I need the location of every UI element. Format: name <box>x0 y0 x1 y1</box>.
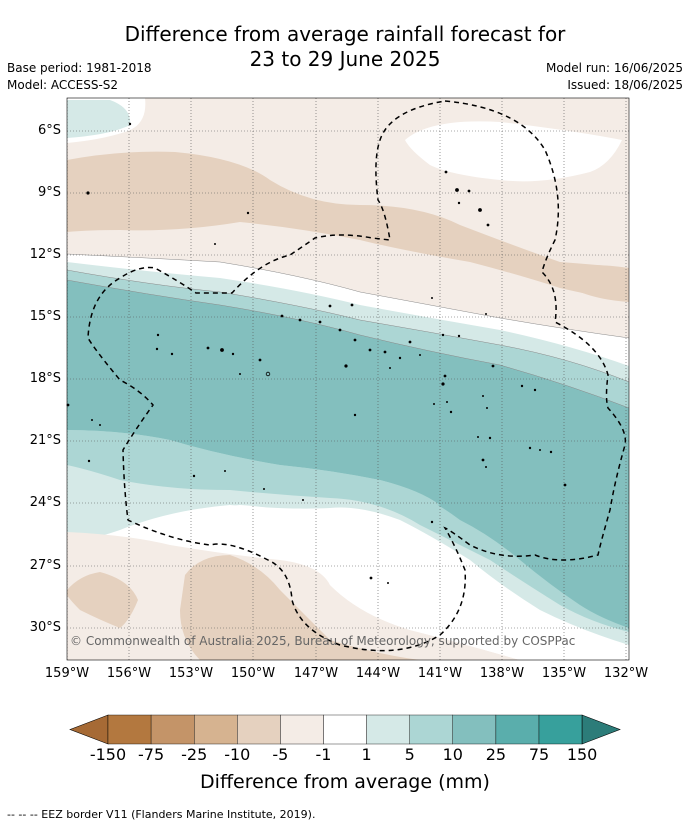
meta-right: Model run: 16/06/2025 Issued: 18/06/2025 <box>546 60 683 94</box>
copyright-notice: © Commonwealth of Australia 2025, Bureau… <box>70 634 576 648</box>
lat-label: 6°S <box>37 123 61 138</box>
colorbar-tick-label: -5 <box>272 745 289 764</box>
colorbar-tick-label: 150 <box>566 745 598 764</box>
contour-cyan-topleft <box>67 100 131 138</box>
colorbar-extend-low <box>69 714 109 745</box>
contour-tan-east <box>555 265 629 302</box>
contour-white-south <box>120 505 302 552</box>
rainfall-contours <box>67 98 629 660</box>
model-run: Model run: 16/06/2025 <box>545 61 683 75</box>
lat-label: 24°S <box>29 495 61 510</box>
colorbar-segment <box>193 714 238 745</box>
colorbar-tick-label: 5 <box>404 745 415 764</box>
lon-label: 147°W <box>293 666 339 681</box>
contour-dark-cyan <box>67 280 629 628</box>
contour-medium-cyan-south <box>67 430 440 505</box>
lon-label: 150°W <box>230 666 276 681</box>
contour-tan-band <box>67 151 629 302</box>
colorbar-label: Difference from average (mm) <box>200 771 490 793</box>
colorbar-tick-label: 1 <box>361 745 372 764</box>
lat-label: 18°S <box>29 371 61 386</box>
title-line-1: Difference from average rainfall forecas… <box>124 22 566 46</box>
base-period: Base period: 1981-2018 <box>7 61 152 75</box>
meta-left: Base period: 1981-2018 Model: ACCESS-S2 <box>7 60 152 94</box>
colorbar-tick-label: -10 <box>224 745 251 764</box>
contour-tan-sw <box>67 572 138 628</box>
colorbar-segment <box>280 714 324 745</box>
colorbar-segment <box>323 714 367 745</box>
eez-footnote: -- -- -- EEZ border V11 (Flanders Marine… <box>7 808 316 821</box>
model-name: Model: ACCESS-S2 <box>7 78 119 92</box>
lon-label: 132°W <box>603 666 649 681</box>
lat-label: 9°S <box>37 185 61 200</box>
contour-white-southmid <box>310 515 560 660</box>
contour-tan-south <box>67 532 520 660</box>
gridlines <box>67 98 629 660</box>
colorbar-tick-label: 75 <box>528 745 550 764</box>
lat-label: 15°S <box>29 309 61 324</box>
colorbar-tick-label: -1 <box>315 745 332 764</box>
colorbar-tick-label: 10 <box>442 745 463 764</box>
lon-label: 153°W <box>168 666 214 681</box>
lon-label: 144°W <box>355 666 401 681</box>
islands <box>66 122 567 585</box>
lon-label: 159°W <box>44 666 90 681</box>
map-frame <box>66 97 630 661</box>
colorbar-segment <box>538 714 583 745</box>
colorbar-segment <box>150 714 195 745</box>
colorbar-extend-high <box>581 714 621 745</box>
colorbar <box>69 714 621 745</box>
lon-label: 138°W <box>479 666 525 681</box>
colorbar-tick-label: 25 <box>485 745 507 764</box>
colorbar-segment <box>366 714 410 745</box>
colorbar-segment <box>237 714 281 745</box>
colorbar-tick-label: -75 <box>138 745 165 764</box>
map-title: Difference from average rainfall forecas… <box>0 22 690 72</box>
lon-label: 135°W <box>541 666 587 681</box>
lon-label: 156°W <box>106 666 152 681</box>
colorbar-tick-label: -25 <box>181 745 208 764</box>
lat-label: 30°S <box>29 620 61 635</box>
colorbar-segment <box>495 714 540 745</box>
title-line-2: 23 to 29 June 2025 <box>249 47 441 71</box>
contour-tan-southcentral <box>180 555 420 660</box>
colorbar-segment <box>452 714 497 745</box>
colorbar-segment <box>107 714 152 745</box>
colorbar-segment <box>409 714 454 745</box>
lat-label: 27°S <box>29 558 61 573</box>
issued-date: Issued: 18/06/2025 <box>567 78 683 92</box>
contour-white-north <box>405 121 622 182</box>
lat-label: 12°S <box>29 247 61 262</box>
lat-label: 21°S <box>29 433 61 448</box>
lon-label: 141°W <box>417 666 463 681</box>
colorbar-tick-label: -150 <box>89 745 127 764</box>
eez-border <box>87 100 627 652</box>
